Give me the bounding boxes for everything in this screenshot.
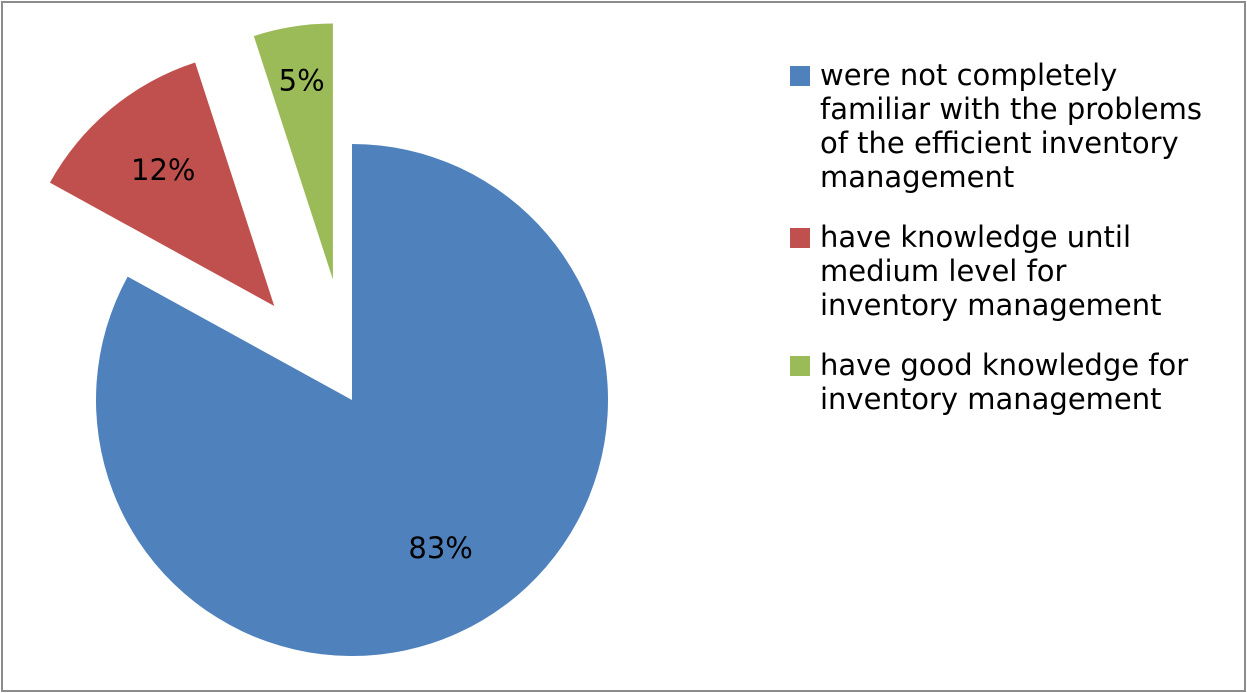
legend: were not completely familiar with the pr… [790, 58, 1210, 442]
legend-item: have knowledge until medium level for in… [790, 220, 1210, 322]
pie-slice [95, 144, 608, 657]
legend-swatch [790, 66, 810, 86]
pie-slice [49, 62, 275, 306]
data-label: 5% [279, 63, 325, 97]
legend-label: were not completely familiar with the pr… [820, 58, 1202, 194]
legend-label: have good knowledge for inventory manage… [820, 348, 1189, 416]
legend-swatch [790, 228, 810, 248]
pie-slice [253, 23, 333, 280]
legend-label: have knowledge until medium level for in… [820, 220, 1162, 322]
data-label: 83% [408, 531, 472, 565]
data-label: 12% [131, 153, 195, 187]
legend-item: have good knowledge for inventory manage… [790, 348, 1210, 416]
legend-swatch [790, 356, 810, 376]
legend-item: were not completely familiar with the pr… [790, 58, 1210, 194]
